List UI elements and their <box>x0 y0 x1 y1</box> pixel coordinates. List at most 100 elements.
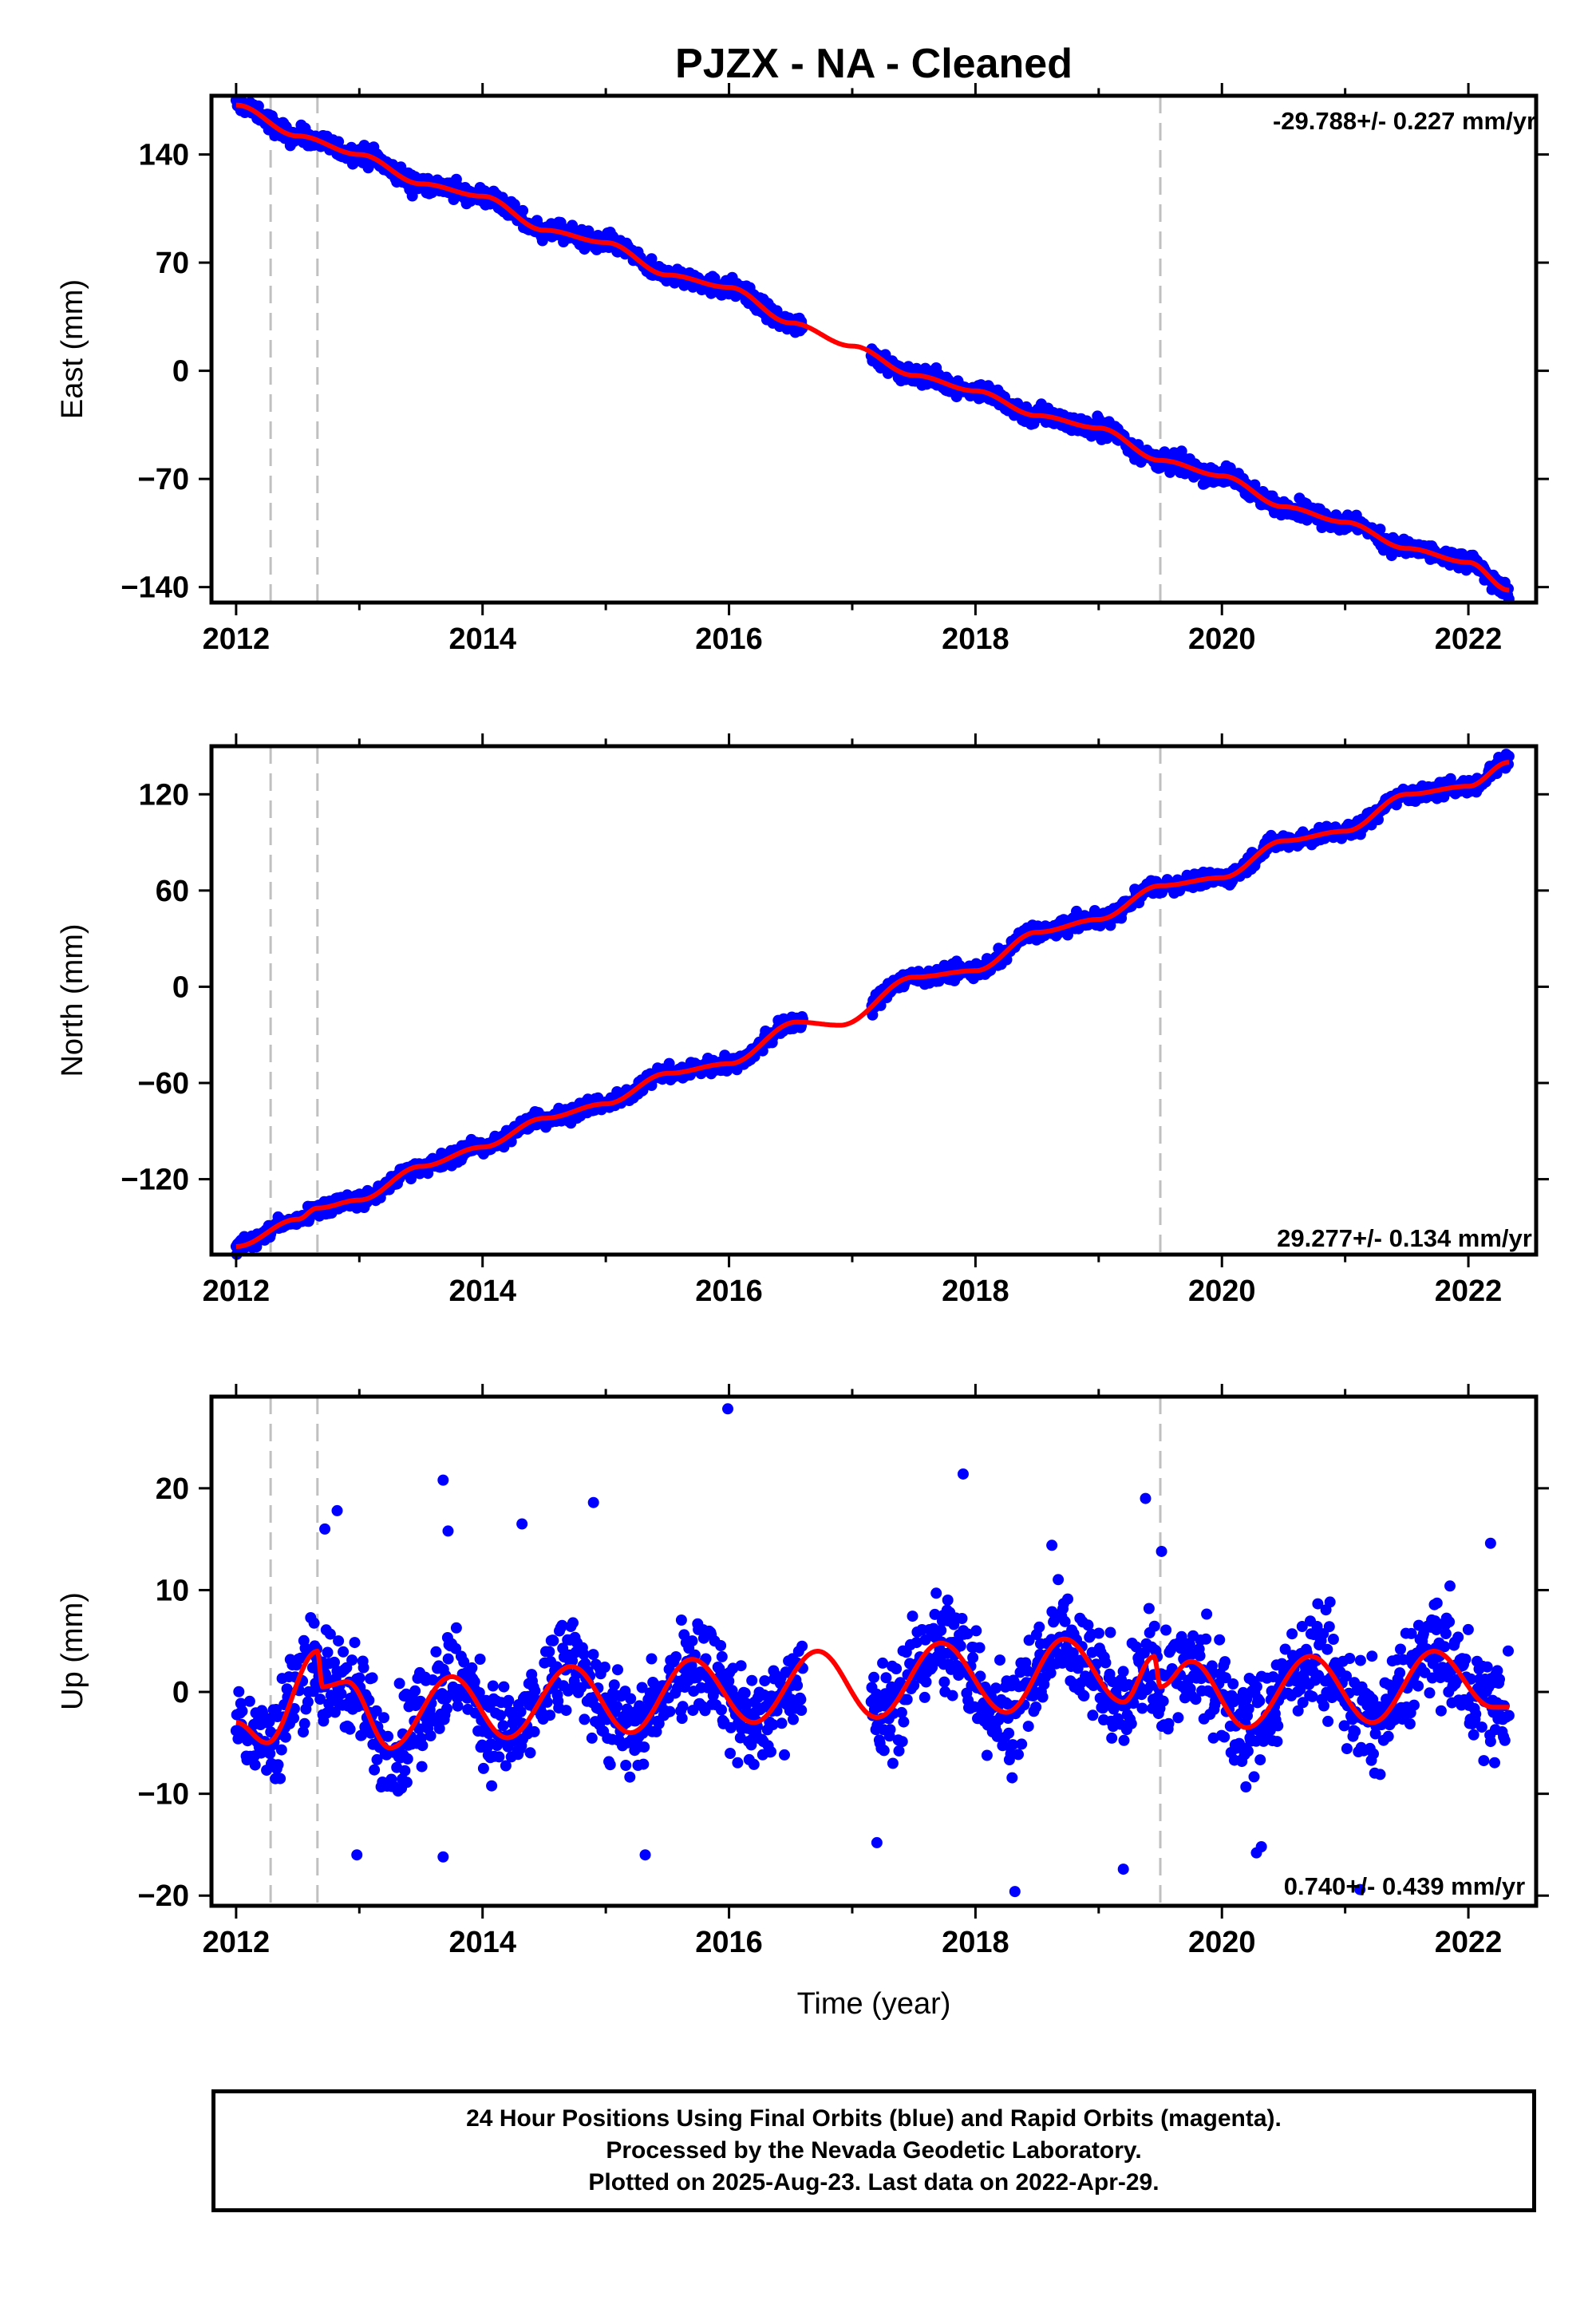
outlier-point <box>331 1504 343 1516</box>
y-tick-label: −60 <box>138 1067 189 1101</box>
data-point <box>1323 1621 1335 1633</box>
data-point <box>611 1701 623 1713</box>
data-point <box>425 1730 437 1741</box>
data-point <box>366 1672 378 1684</box>
data-point <box>1322 1715 1334 1727</box>
data-point <box>308 1617 320 1629</box>
data-point <box>346 1654 358 1666</box>
data-point <box>393 1678 405 1690</box>
y-tick-label: −10 <box>138 1778 189 1812</box>
velocity-label: -29.788+/- 0.227 mm/yr <box>1273 107 1536 135</box>
data-point <box>252 100 264 112</box>
data-point <box>1327 1634 1339 1645</box>
outlier-point <box>442 1525 454 1537</box>
data-point <box>333 136 345 148</box>
data-point <box>974 1642 986 1654</box>
y-tick-label: 0 <box>172 355 189 389</box>
outlier-point <box>1250 1847 1262 1859</box>
data-point <box>677 1701 689 1713</box>
footer-line-2: Processed by the Nevada Geodetic Laborat… <box>606 2137 1142 2164</box>
data-point <box>795 1694 807 1705</box>
data-point <box>1157 1695 1169 1707</box>
data-point <box>884 1724 896 1736</box>
outlier-point <box>871 1836 883 1848</box>
x-tick-label: 2014 <box>448 1275 516 1308</box>
data-point <box>918 1691 930 1703</box>
data-point <box>1106 1732 1118 1744</box>
data-point <box>547 1634 559 1646</box>
y-tick-label: 60 <box>156 875 189 908</box>
data-point <box>732 1757 744 1769</box>
data-point <box>709 272 721 284</box>
data-point <box>878 1745 890 1757</box>
data-point <box>399 1765 411 1777</box>
data-point <box>792 1679 804 1691</box>
data-point <box>333 1635 345 1647</box>
data-point <box>1368 1748 1379 1760</box>
data-point <box>1412 1680 1424 1692</box>
data-point <box>1104 1626 1116 1638</box>
data-points <box>230 93 1515 605</box>
data-point <box>401 1777 413 1788</box>
data-point <box>877 1657 889 1669</box>
data-point <box>1382 1730 1394 1742</box>
data-point <box>938 1676 950 1688</box>
data-point <box>1366 1650 1378 1662</box>
y-axis-label: North (mm) <box>56 923 89 1077</box>
data-point <box>1087 1709 1099 1721</box>
outlier-point <box>437 1851 449 1863</box>
data-point <box>1227 1678 1239 1690</box>
data-point <box>625 1693 637 1705</box>
y-axis-label: East (mm) <box>56 279 89 419</box>
outlier-point <box>1117 1863 1129 1875</box>
data-point <box>1136 1702 1148 1714</box>
x-tick-label: 2022 <box>1435 1926 1503 1959</box>
data-point <box>1078 1690 1090 1701</box>
data-point <box>1408 1699 1420 1711</box>
data-point <box>450 1622 462 1634</box>
data-point <box>1030 1701 1042 1713</box>
data-point <box>477 1762 489 1774</box>
data-point <box>1003 1727 1015 1739</box>
data-point <box>409 1685 421 1697</box>
x-tick-label: 2022 <box>1435 622 1503 656</box>
data-point <box>503 1694 515 1706</box>
data-point <box>1093 1627 1104 1639</box>
data-point <box>930 1587 942 1599</box>
data-point <box>1354 1654 1366 1666</box>
x-tick-label: 2012 <box>203 1275 271 1308</box>
x-tick-label: 2012 <box>203 622 271 656</box>
data-point <box>796 1705 808 1716</box>
data-point <box>560 1705 572 1717</box>
data-point <box>1476 1721 1487 1733</box>
data-point <box>1037 1691 1049 1703</box>
data-point <box>442 1653 454 1665</box>
panel-east: 2012 2014 2016 2018 2020 2022140700−70−140Eas… <box>56 83 1549 656</box>
data-point <box>725 1748 736 1759</box>
data-point <box>1424 1687 1436 1699</box>
data-point <box>891 1663 903 1674</box>
y-tick-label: −120 <box>120 1164 189 1197</box>
data-point <box>895 1706 907 1718</box>
data-point <box>498 1681 510 1693</box>
data-point <box>604 1759 616 1771</box>
x-tick-label: 2018 <box>942 1926 1009 1959</box>
data-point <box>543 1646 555 1658</box>
data-point <box>898 1716 910 1728</box>
outlier-point <box>437 1474 449 1486</box>
data-point <box>765 1746 776 1757</box>
outlier-point <box>516 1518 528 1530</box>
chart-title: PJZX - NA - Cleaned <box>675 41 1073 87</box>
outlier-point <box>639 1849 651 1861</box>
velocity-label: 0.740+/- 0.439 mm/yr <box>1284 1872 1525 1900</box>
data-point <box>1148 1620 1160 1632</box>
data-point <box>1324 1596 1336 1608</box>
data-point <box>686 1635 698 1647</box>
data-point <box>474 1654 486 1665</box>
data-point <box>612 1664 623 1676</box>
data-point <box>779 1749 790 1761</box>
data-point <box>567 1617 579 1629</box>
data-point <box>468 1676 480 1688</box>
data-point <box>1219 1731 1231 1743</box>
velocity-label: 29.277+/- 0.134 mm/yr <box>1277 1224 1532 1252</box>
